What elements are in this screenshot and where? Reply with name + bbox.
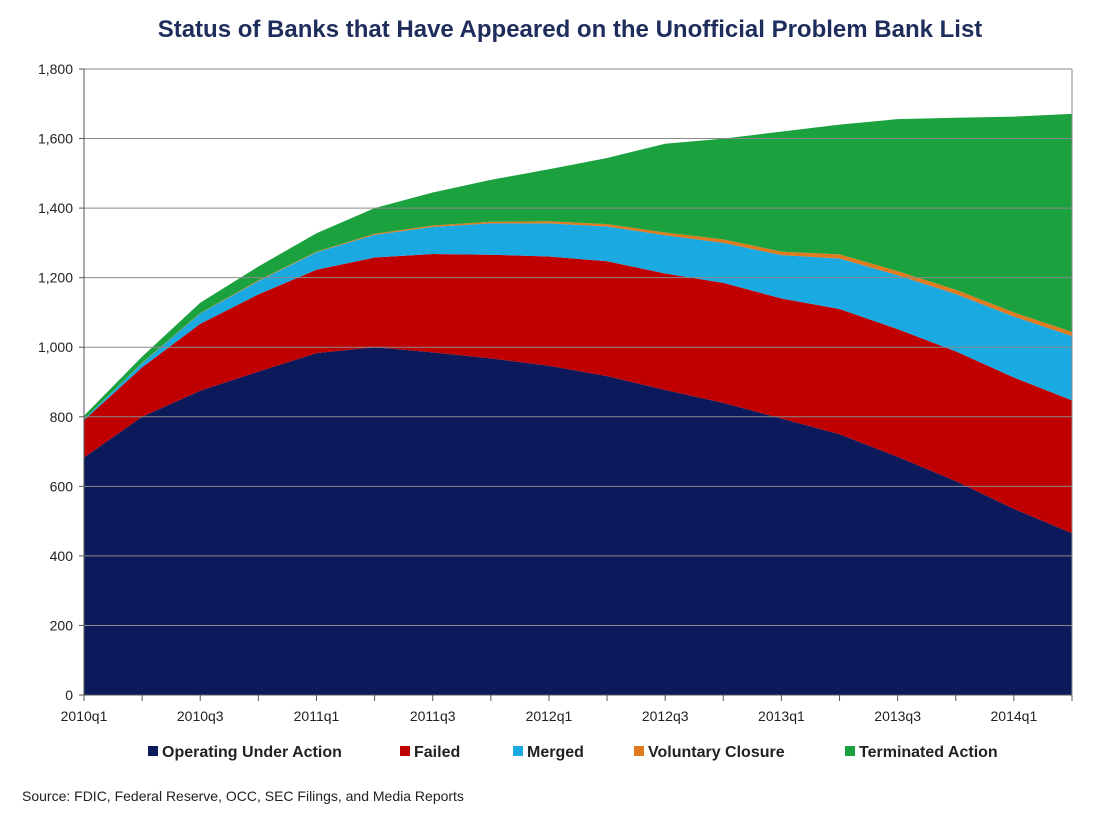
x-tick-label-4: 2011q1 [294,708,340,724]
source-note: Source: FDIC, Federal Reserve, OCC, SEC … [22,788,464,804]
area-layer [84,113,1072,695]
y-tick-label-3: 600 [50,478,74,494]
x-tick-label-6: 2011q3 [410,708,456,724]
x-tick-label-2: 2010q3 [177,708,224,724]
area-series-0 [84,347,1072,695]
x-tick-label-8: 2012q1 [526,708,573,724]
area-series-1 [84,254,1072,534]
legend-swatch-4 [845,746,855,756]
legend-swatch-3 [634,746,644,756]
y-tick-label-6: 1,200 [38,270,73,286]
y-tick-label-2: 400 [50,548,74,564]
y-tick-label-9: 1,800 [38,61,73,77]
y-tick-labels: 0 200 400 600 800 1,000 1,200 1,400 1,600 1,800 [38,61,73,703]
y-tick-label-5: 1,000 [38,339,73,355]
legend-swatch-2 [513,746,523,756]
area-series-4 [84,113,1072,420]
y-tick-label-1: 200 [50,617,74,633]
legend-label-4: Terminated Action [859,744,998,761]
legend-label-1: Failed [414,744,460,761]
legend-swatch-1 [400,746,410,756]
axes [79,68,1073,701]
x-tick-label-0: 2010q1 [61,708,108,724]
legend-label-2: Merged [527,744,584,761]
x-tick-label-10: 2012q3 [642,708,689,724]
gridlines [84,68,1072,626]
x-tick-label-16: 2014q1 [991,708,1038,724]
x-tick-label-14: 2013q3 [874,708,921,724]
y-tick-label-4: 800 [50,409,74,425]
area-series-2 [84,223,1072,421]
x-tick-label-12: 2013q1 [758,708,805,724]
chart-title: Status of Banks that Have Appeared on th… [157,16,983,43]
x-tick-labels: 2010q1 2010q3 2011q1 2011q3 2012q1 2012q3 2013… [61,708,1038,724]
y-tick-label-8: 1,600 [38,131,73,147]
legend-label-3: Voluntary Closure [648,744,785,761]
y-tick-label-0: 0 [65,687,73,703]
legend: Operating Under Action Failed Merged Volunt… [148,744,998,761]
legend-swatch-0 [148,746,158,756]
y-tick-label-7: 1,400 [38,200,73,216]
legend-label-0: Operating Under Action [162,744,342,761]
